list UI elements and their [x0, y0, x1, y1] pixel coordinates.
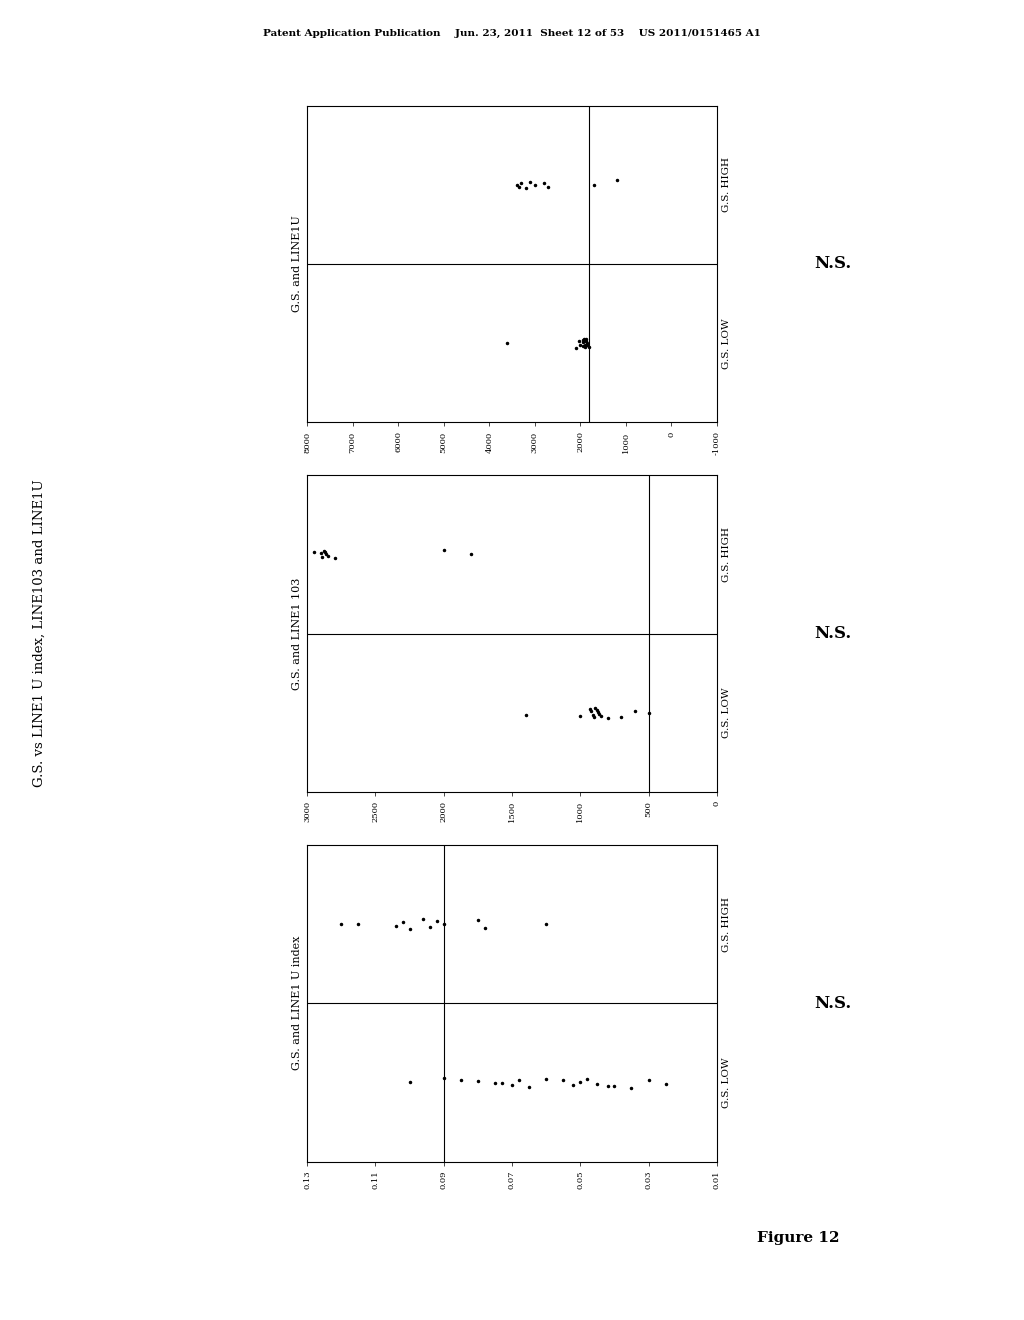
Text: N.S.: N.S. — [814, 626, 851, 642]
Y-axis label: G.S. and LINE1 U index: G.S. and LINE1 U index — [292, 936, 302, 1071]
Text: G.S. HIGH: G.S. HIGH — [722, 527, 731, 582]
Y-axis label: G.S. and LINE1U: G.S. and LINE1U — [292, 215, 302, 313]
Text: G.S. HIGH: G.S. HIGH — [722, 896, 731, 952]
Y-axis label: G.S. and LINE1 103: G.S. and LINE1 103 — [292, 577, 302, 690]
Text: G.S. LOW: G.S. LOW — [722, 1057, 731, 1107]
Text: Patent Application Publication    Jun. 23, 2011  Sheet 12 of 53    US 2011/01514: Patent Application Publication Jun. 23, … — [263, 29, 761, 38]
Text: N.S.: N.S. — [814, 995, 851, 1011]
Text: G.S. vs LINE1 U index, LINE103 and LINE1U: G.S. vs LINE1 U index, LINE103 and LINE1… — [33, 479, 45, 788]
Text: Figure 12: Figure 12 — [758, 1232, 840, 1245]
Text: N.S.: N.S. — [814, 256, 851, 272]
Text: G.S. HIGH: G.S. HIGH — [722, 157, 731, 213]
Text: G.S. LOW: G.S. LOW — [722, 318, 731, 368]
Text: G.S. LOW: G.S. LOW — [722, 688, 731, 738]
